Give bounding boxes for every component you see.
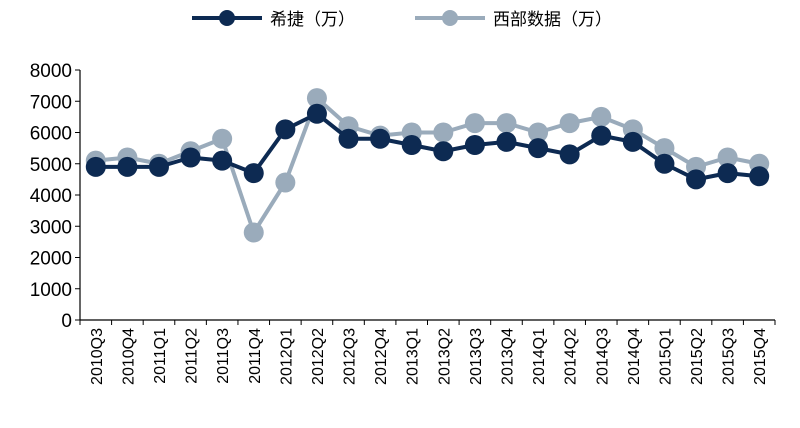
x-tick-label: 2014Q4 — [626, 328, 643, 385]
legend-marker-western-digital — [442, 10, 458, 26]
y-tick-label: 7000 — [30, 92, 72, 113]
data-point — [654, 153, 675, 174]
x-tick-label: 2010Q3 — [89, 328, 106, 385]
x-tick-label: 2014Q2 — [563, 328, 580, 385]
plot-area — [85, 88, 770, 243]
data-point — [306, 88, 327, 109]
data-point — [243, 222, 264, 243]
data-point — [464, 113, 485, 134]
x-tick-label: 2011Q3 — [215, 328, 232, 384]
data-point — [212, 128, 233, 149]
x-tick-label: 2011Q2 — [184, 328, 201, 384]
x-tick-label: 2013Q1 — [405, 328, 422, 385]
data-point — [622, 131, 643, 152]
legend-item-western-digital: 西部数据（万） — [415, 10, 612, 30]
series-line — [95, 111, 760, 182]
data-point — [654, 138, 675, 159]
x-tick-label: 2011Q4 — [247, 328, 264, 384]
y-tick-label: 0 — [61, 311, 72, 332]
data-point — [464, 135, 485, 155]
data-point — [401, 135, 422, 155]
x-tick-label: 2015Q3 — [721, 328, 738, 385]
x-tick-label: 2010Q4 — [120, 328, 137, 385]
data-point — [243, 163, 264, 184]
x-tick-label: 2013Q3 — [468, 328, 485, 385]
x-tick-label: 2013Q4 — [499, 328, 516, 385]
data-point — [686, 169, 707, 190]
y-tick-label: 4000 — [30, 186, 72, 207]
data-point — [559, 144, 580, 165]
x-tick-label: 2012Q3 — [342, 328, 359, 385]
data-point — [275, 172, 296, 193]
legend-label-western-digital: 西部数据（万） — [493, 10, 612, 30]
data-point — [212, 150, 233, 171]
x-tick-label: 2014Q3 — [594, 328, 611, 385]
data-point — [148, 156, 169, 177]
y-tick-label: 1000 — [30, 280, 72, 301]
x-tick-label: 2014Q1 — [531, 328, 548, 385]
series-0 — [85, 103, 770, 190]
y-tick-label: 5000 — [30, 155, 72, 176]
data-point — [180, 147, 201, 168]
x-tick-label: 2013Q2 — [436, 328, 453, 385]
x-tick-label: 2015Q2 — [689, 328, 706, 385]
x-tick-label: 2012Q4 — [373, 328, 390, 385]
data-point — [496, 131, 517, 152]
legend: 希捷（万） 西部数据（万） — [192, 10, 612, 30]
x-tick-label: 2012Q2 — [310, 328, 327, 385]
data-point — [275, 119, 296, 140]
data-point — [338, 128, 359, 149]
data-point — [717, 163, 738, 184]
legend-item-seagate: 希捷（万） — [192, 10, 355, 30]
legend-label-seagate: 希捷（万） — [270, 10, 355, 30]
series-line — [95, 96, 760, 235]
axes: 0 1000 2000 3000 4000 5000 6000 7000 8000 2010Q3 2… — [30, 61, 776, 385]
y-tick-label: 8000 — [30, 61, 72, 82]
x-tick-label: 2012Q1 — [278, 328, 295, 385]
x-tick-label: 2015Q4 — [752, 328, 769, 385]
data-point — [433, 122, 454, 143]
x-tick-label: 2015Q1 — [657, 328, 674, 385]
data-point — [433, 141, 454, 162]
data-point — [591, 106, 612, 127]
data-point — [306, 103, 327, 124]
data-point — [559, 113, 580, 134]
data-point — [717, 147, 738, 168]
data-point — [496, 113, 517, 134]
data-point — [117, 156, 138, 177]
data-point — [749, 166, 770, 187]
data-point — [85, 156, 106, 177]
data-point — [528, 122, 549, 143]
y-tick-label: 6000 — [30, 124, 72, 145]
data-point — [591, 125, 612, 146]
legend-marker-seagate — [219, 10, 235, 26]
y-tick-label: 3000 — [30, 217, 72, 238]
y-tick-label: 2000 — [30, 249, 72, 270]
data-point — [528, 138, 549, 159]
x-tick-label: 2011Q1 — [152, 328, 169, 384]
data-point — [370, 128, 391, 149]
